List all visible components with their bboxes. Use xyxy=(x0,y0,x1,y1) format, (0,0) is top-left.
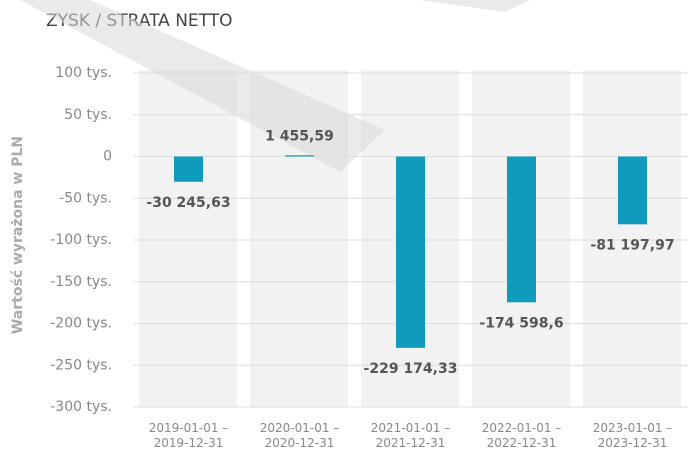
bar xyxy=(174,156,203,182)
column-band xyxy=(583,70,681,407)
x-tick-label: 2021-01-01 – 2021-12-31 xyxy=(370,421,451,450)
bar xyxy=(618,156,647,225)
y-tick-label: 100 tys. xyxy=(55,65,112,81)
value-label: -174 598,6 xyxy=(479,315,563,331)
bar xyxy=(285,155,314,157)
value-label: -81 197,97 xyxy=(590,237,674,253)
column-band xyxy=(139,70,237,407)
y-tick-label: 0 xyxy=(103,149,112,165)
watermark xyxy=(420,0,530,12)
y-tick-label: -200 tys. xyxy=(50,316,112,332)
x-tick-label: 2020-01-01 – 2020-12-31 xyxy=(259,421,340,450)
value-label: 1 455,59 xyxy=(265,128,334,144)
bar xyxy=(396,156,425,348)
y-tick-label: -250 tys. xyxy=(50,357,112,373)
y-tick-label: -100 tys. xyxy=(50,232,112,248)
y-tick-label: -300 tys. xyxy=(50,399,112,415)
x-tick-label: 2022-01-01 – 2022-12-31 xyxy=(481,421,562,450)
y-tick-label: -150 tys. xyxy=(50,274,112,290)
y-axis-label: Wartość wyrażona w PLN xyxy=(10,136,26,334)
watermark xyxy=(20,0,385,172)
bar xyxy=(507,156,536,303)
x-tick-label: 2023-01-01 – 2023-12-31 xyxy=(592,421,673,450)
y-tick-label: -50 tys. xyxy=(59,190,112,206)
value-label: -229 174,33 xyxy=(364,361,458,377)
y-tick-label: 50 tys. xyxy=(64,107,112,123)
value-label: -30 245,63 xyxy=(146,195,230,211)
x-tick-label: 2019-01-01 – 2019-12-31 xyxy=(148,421,229,450)
